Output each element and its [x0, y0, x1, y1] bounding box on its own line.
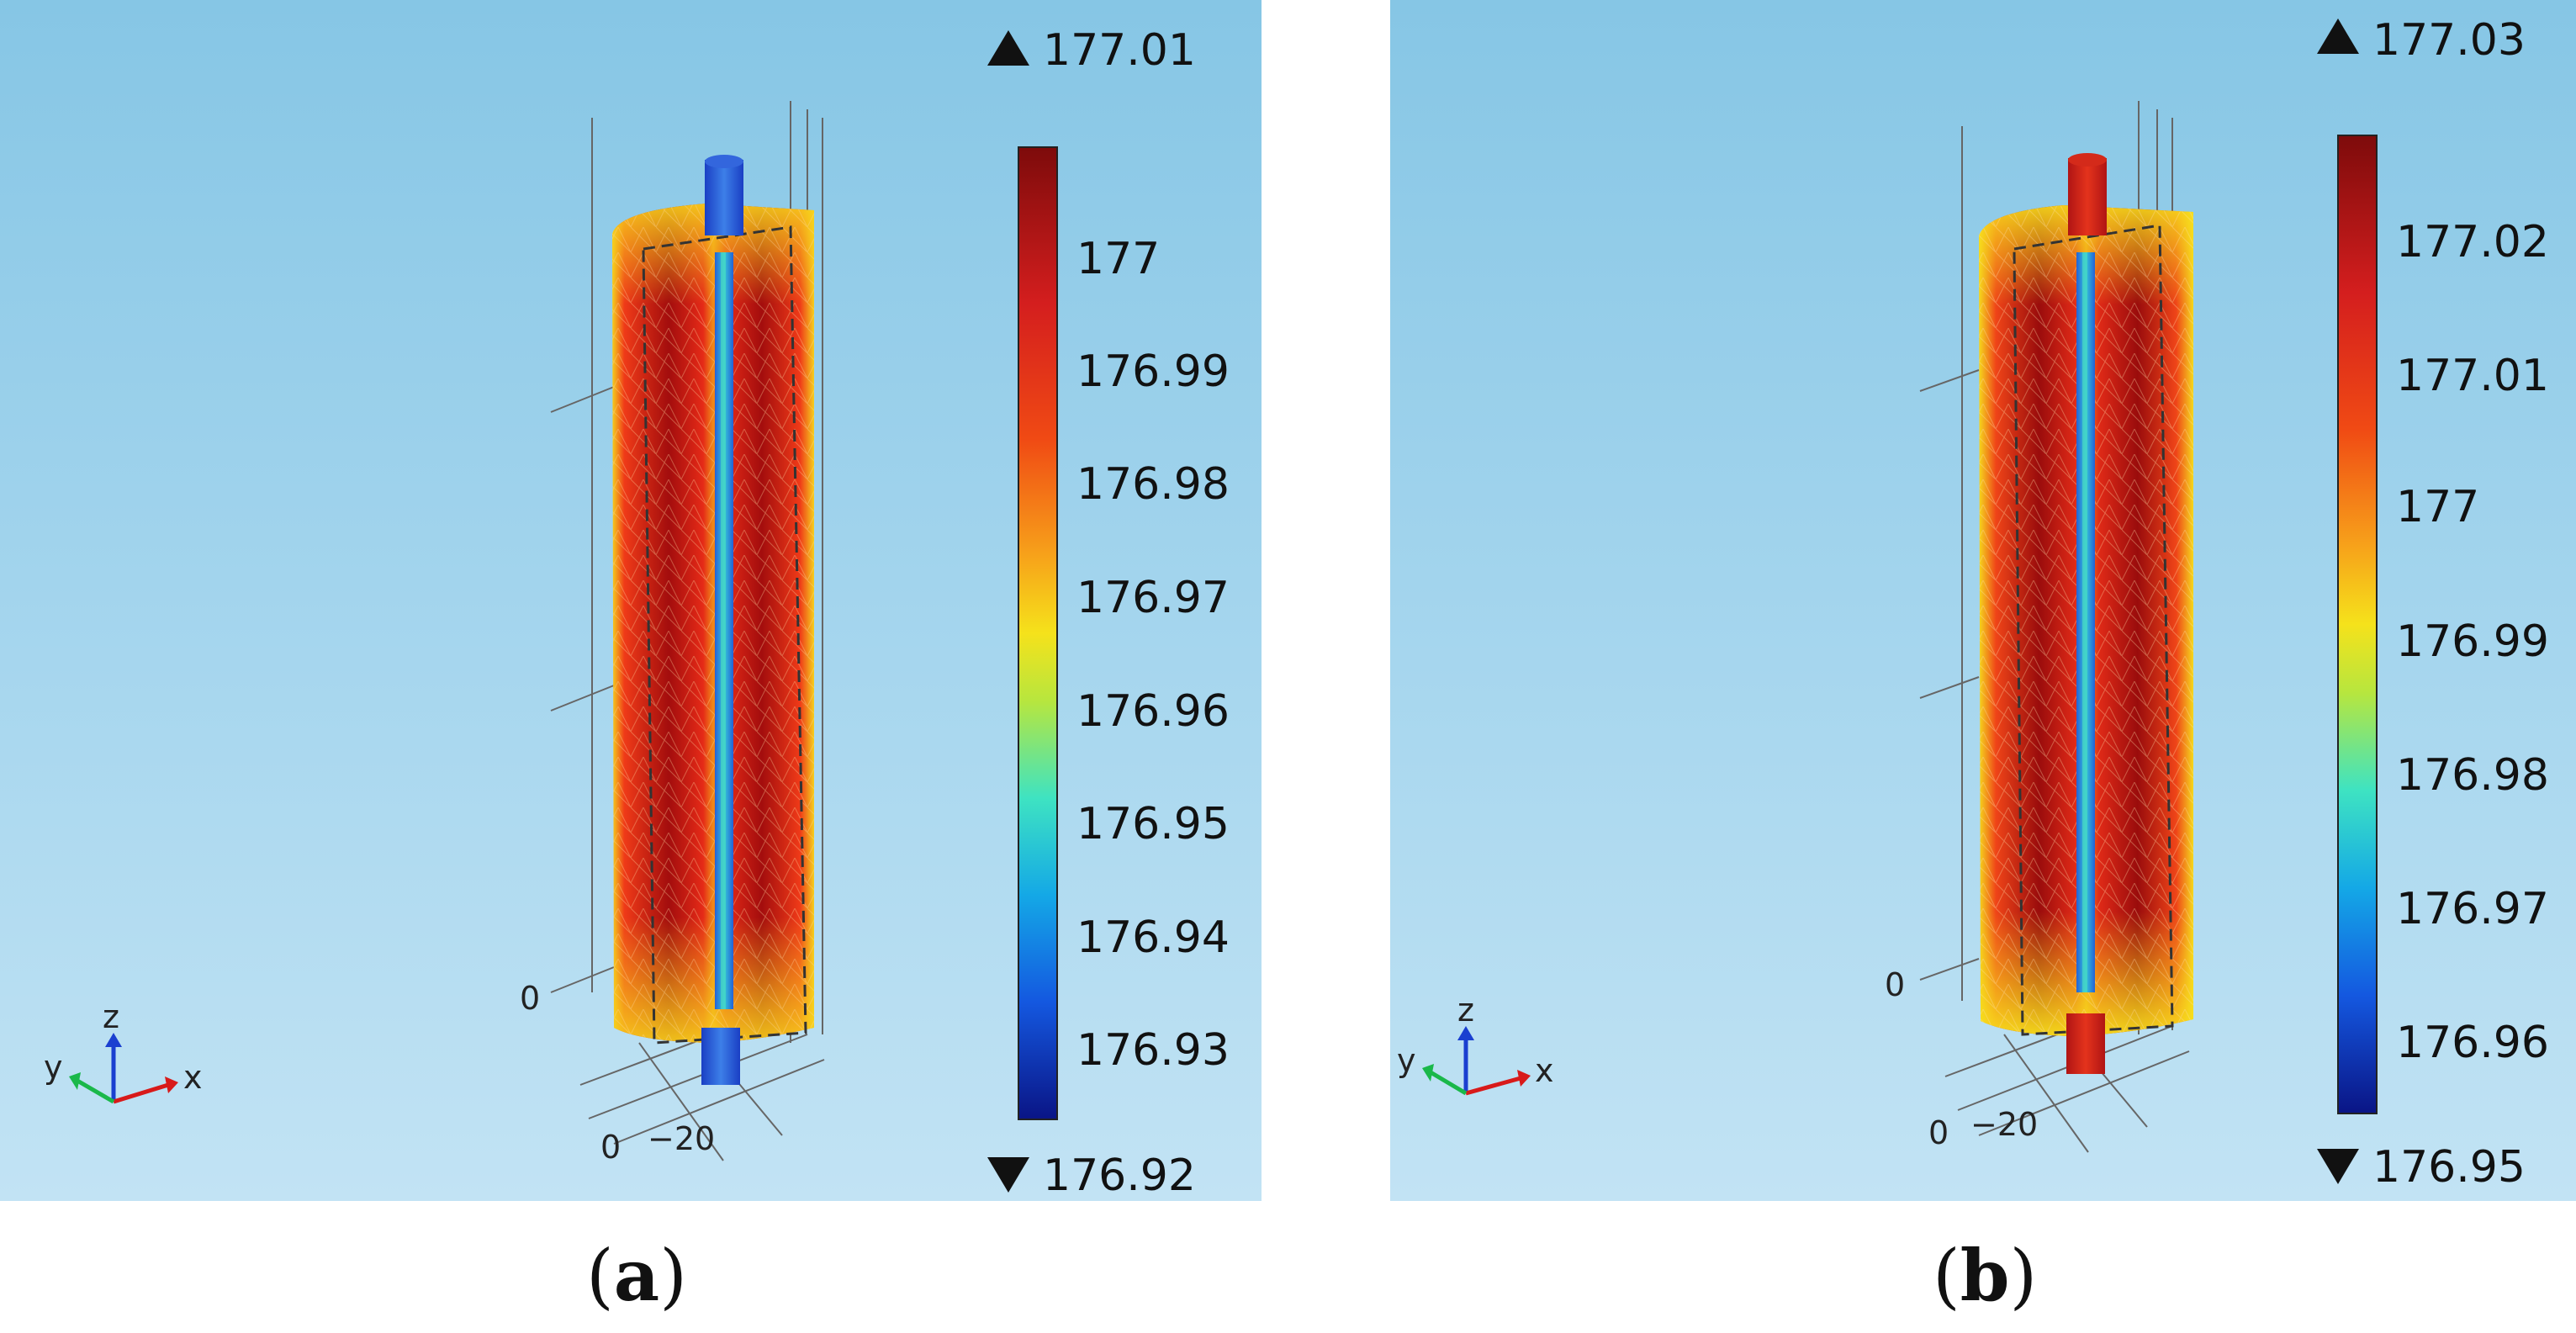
colorbar-tick: 176.93 — [1076, 1025, 1230, 1076]
colorbar-tick: 177 — [2396, 482, 2480, 532]
colorbar-tick: 176.97 — [2396, 884, 2549, 934]
axis-triad — [1422, 1026, 1531, 1096]
min-triangle-icon — [987, 1157, 1029, 1193]
colorbar-tick: 176.95 — [1076, 799, 1230, 849]
rod-bottom-stub — [2066, 1013, 2105, 1074]
model-3d-view — [69, 101, 825, 1161]
max-triangle-icon — [987, 30, 1029, 66]
colorbar-tick: 176.96 — [2396, 1018, 2549, 1068]
colorbar-tick: 176.96 — [1076, 686, 1230, 737]
axis-z-label: z — [103, 998, 119, 1035]
colorbar-max-label: 177.03 — [2372, 15, 2526, 66]
colorbar-tick: 176.97 — [1076, 573, 1230, 623]
colorbar-tick: 176.98 — [1076, 459, 1230, 510]
y-tick-label: −20 — [648, 1120, 716, 1157]
axis-y-label: y — [44, 1049, 63, 1086]
axis-z-label: z — [1457, 992, 1474, 1029]
panel-a: z y x 0 0 −20 177.01 177 176.99 176.98 1… — [0, 0, 1262, 1201]
caption-a-letter: a — [613, 1234, 660, 1317]
colorbar-tick: 176.94 — [1076, 912, 1230, 963]
min-triangle-icon — [2317, 1149, 2359, 1184]
colorbar-tick: 177.02 — [2396, 217, 2549, 267]
rod-bottom-stub — [701, 1028, 740, 1085]
colorbar-min-label: 176.95 — [2372, 1142, 2526, 1193]
colorbar-tick: 176.98 — [2396, 750, 2549, 801]
z-tick-label: 0 — [520, 980, 541, 1017]
colorbar-min-label: 176.92 — [1043, 1151, 1196, 1201]
model-3d-view — [1422, 101, 2193, 1153]
max-triangle-icon — [2317, 19, 2359, 54]
colorbar — [1018, 146, 1058, 1120]
axis-x-label: x — [1535, 1052, 1554, 1089]
panel-b: z y x 0 0 −20 177.03 177.02 177.01 177 1… — [1390, 0, 2576, 1201]
caption-b: (b) — [1933, 1234, 2038, 1317]
x-tick-label: 0 — [600, 1129, 622, 1166]
colorbar-tick: 176.99 — [1076, 346, 1230, 397]
colorbar — [2337, 135, 2378, 1114]
rod-top-stub — [705, 160, 743, 235]
colorbar-max-label: 177.01 — [1043, 25, 1196, 76]
colorbar-tick: 177 — [1076, 234, 1161, 284]
rod-top-stub — [2068, 158, 2107, 235]
axis-y-label: y — [1397, 1042, 1416, 1079]
caption-b-letter: b — [1960, 1234, 2010, 1317]
z-tick-label: 0 — [1885, 966, 1906, 1003]
axis-triad — [69, 1033, 178, 1104]
axis-x-label: x — [183, 1059, 203, 1096]
y-tick-label: −20 — [1970, 1106, 2039, 1143]
colorbar-tick: 177.01 — [2396, 351, 2549, 401]
colorbar-tick: 176.99 — [2396, 616, 2549, 667]
x-tick-label: 0 — [1928, 1114, 1949, 1151]
caption-a: (a) — [586, 1234, 687, 1317]
